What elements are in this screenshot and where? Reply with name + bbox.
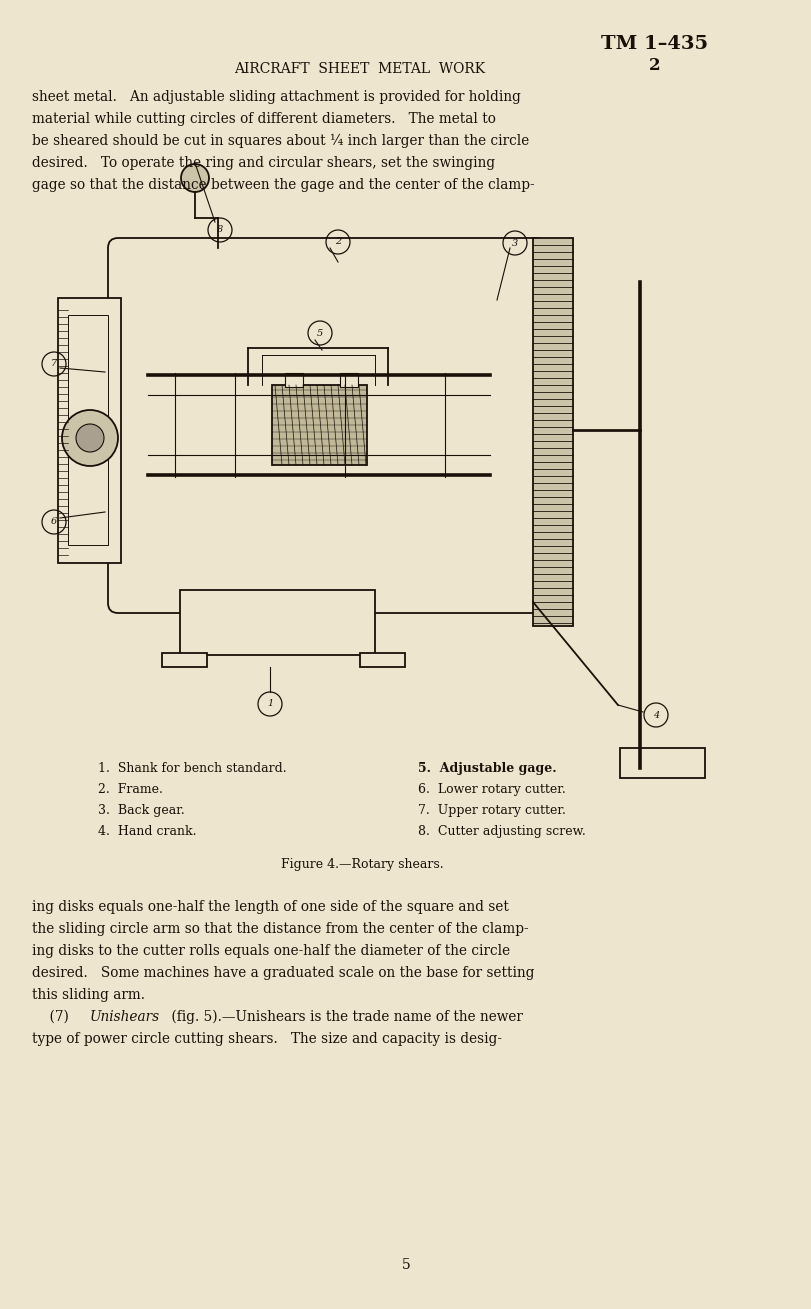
Text: 2: 2 [334, 237, 341, 246]
Text: Figure 4.—Rotary shears.: Figure 4.—Rotary shears. [281, 857, 443, 870]
Circle shape [181, 164, 208, 192]
Text: the sliding circle arm so that the distance from the center of the clamp-: the sliding circle arm so that the dista… [32, 922, 528, 936]
Text: 8.  Cutter adjusting screw.: 8. Cutter adjusting screw. [418, 825, 585, 838]
Bar [359, 653, 405, 668]
Text: desired.   To operate the ring and circular shears, set the swinging: desired. To operate the ring and circula… [32, 156, 495, 170]
Bar [532, 238, 573, 626]
Text: sheet metal.   An adjustable sliding attachment is provided for holding: sheet metal. An adjustable sliding attac… [32, 90, 520, 103]
Bar [340, 373, 358, 387]
Bar [285, 373, 303, 387]
Text: TM 1–435: TM 1–435 [601, 35, 708, 52]
Bar [162, 653, 207, 668]
Text: gage so that the distance between the gage and the center of the clamp-: gage so that the distance between the ga… [32, 178, 534, 192]
Text: (fig. 5).—Unishears is the trade name of the newer: (fig. 5).—Unishears is the trade name of… [167, 1011, 522, 1025]
Text: Unishears: Unishears [90, 1011, 160, 1024]
FancyBboxPatch shape [108, 238, 545, 613]
Text: (7): (7) [32, 1011, 73, 1024]
Text: 2: 2 [648, 58, 660, 75]
Text: ing disks to the cutter rolls equals one-half the diameter of the circle: ing disks to the cutter rolls equals one… [32, 944, 509, 958]
Circle shape [62, 410, 118, 466]
Bar [272, 385, 367, 465]
Text: 1: 1 [267, 699, 272, 708]
Text: 2.  Frame.: 2. Frame. [98, 783, 163, 796]
Bar [58, 298, 121, 563]
Text: 6: 6 [51, 517, 57, 526]
Bar [180, 590, 375, 654]
Text: 1.  Shank for bench standard.: 1. Shank for bench standard. [98, 762, 286, 775]
Text: AIRCRAFT  SHEET  METAL  WORK: AIRCRAFT SHEET METAL WORK [234, 62, 485, 76]
Text: material while cutting circles of different diameters.   The metal to: material while cutting circles of differ… [32, 113, 496, 126]
Text: be sheared should be cut in squares about ¼ inch larger than the circle: be sheared should be cut in squares abou… [32, 134, 529, 148]
Text: 4: 4 [652, 711, 659, 720]
Text: 5.  Adjustable gage.: 5. Adjustable gage. [418, 762, 556, 775]
Bar [68, 315, 108, 545]
Text: 8: 8 [217, 225, 223, 234]
Text: 7: 7 [51, 360, 57, 369]
Text: desired.   Some machines have a graduated scale on the base for setting: desired. Some machines have a graduated … [32, 966, 534, 980]
Text: 4.  Hand crank.: 4. Hand crank. [98, 825, 196, 838]
Bar [620, 747, 704, 778]
Text: 5: 5 [401, 1258, 410, 1272]
Text: 3.  Back gear.: 3. Back gear. [98, 804, 185, 817]
Text: this sliding arm.: this sliding arm. [32, 988, 145, 1001]
Text: ing disks equals one-half the length of one side of the square and set: ing disks equals one-half the length of … [32, 901, 508, 914]
Text: 7.  Upper rotary cutter.: 7. Upper rotary cutter. [418, 804, 565, 817]
Text: 5: 5 [316, 329, 323, 338]
Text: 3: 3 [511, 238, 517, 247]
Text: 6.  Lower rotary cutter.: 6. Lower rotary cutter. [418, 783, 565, 796]
Text: type of power circle cutting shears.   The size and capacity is desig-: type of power circle cutting shears. The… [32, 1031, 501, 1046]
Circle shape [76, 424, 104, 452]
